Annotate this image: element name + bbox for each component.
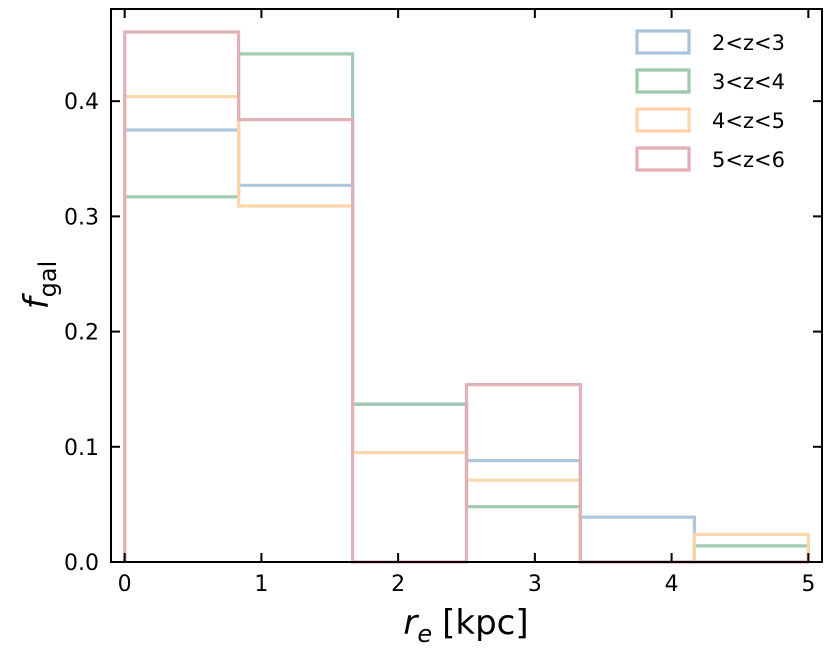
x-tick-label: 5	[801, 572, 815, 597]
histogram-series-layer	[123, 30, 810, 564]
x-tick-label: 2	[391, 572, 405, 597]
plot-frame	[110, 8, 823, 563]
legend-swatch	[635, 68, 691, 94]
y-tick-label: 0.1	[64, 436, 99, 461]
legend-label: 5<z<6	[712, 148, 785, 172]
y-tick-label: 0.4	[64, 90, 99, 115]
axis-ticks: 0 1 2 3 4 5 0.0 0.1 0.2 0.3 0.4	[64, 9, 822, 597]
x-tick-label: 1	[254, 572, 268, 597]
legend-label: 2<z<3	[712, 31, 785, 55]
y-tick-label: 0.0	[64, 551, 99, 576]
x-tick-label: 4	[665, 572, 679, 597]
legend-swatch	[635, 29, 691, 55]
legend-swatch	[635, 107, 691, 133]
legend: 2<z<3 3<z<4 4<z<5 5<z<6	[635, 29, 785, 172]
legend-swatch	[635, 146, 691, 172]
legend-label: 4<z<5	[712, 109, 785, 133]
histogram-series-4	[123, 30, 809, 564]
y-tick-label: 0.2	[64, 321, 99, 346]
x-axis-label-unit: [kpc]	[442, 603, 529, 643]
x-tick-label: 3	[528, 572, 542, 597]
x-axis-label: re [kpc]	[403, 603, 528, 648]
y-axis-label-sub: gal	[34, 261, 62, 298]
legend-label: 3<z<4	[712, 70, 785, 94]
x-axis-label-sub: e	[417, 620, 432, 648]
x-tick-label: 0	[118, 572, 132, 597]
y-tick-label: 0.3	[64, 205, 99, 230]
y-axis-label: fgal	[17, 261, 62, 310]
x-axis-label-main: r	[403, 603, 419, 643]
